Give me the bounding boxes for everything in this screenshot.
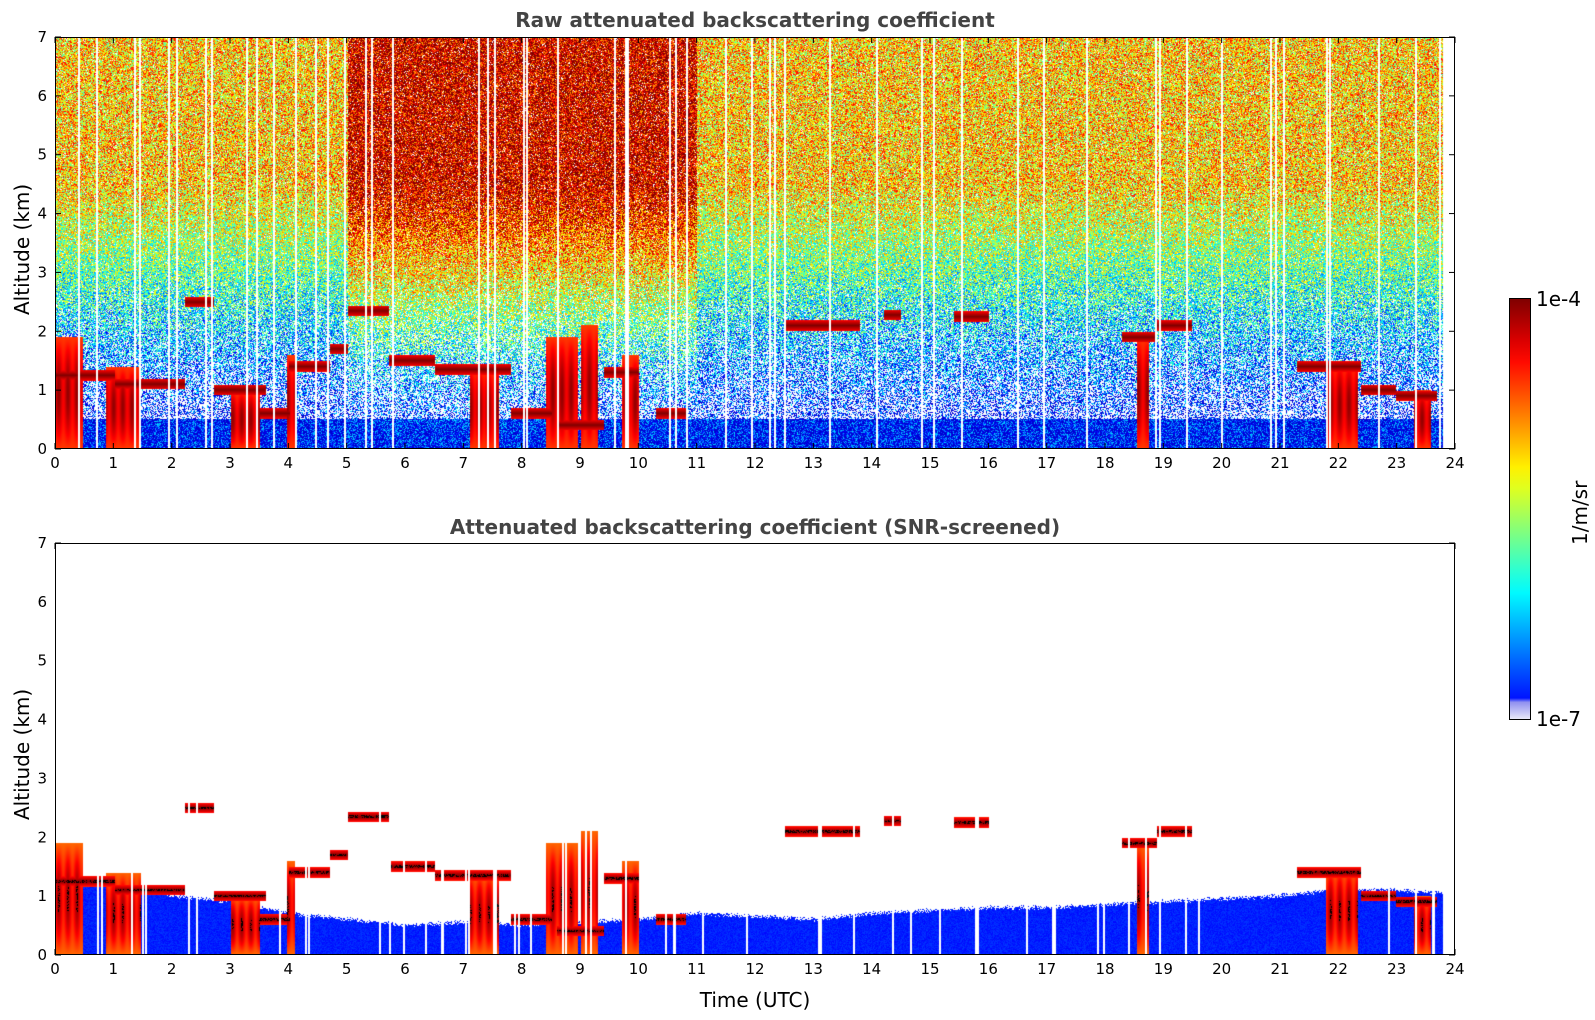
chart-1-x-tick-label: 15	[920, 454, 939, 472]
chart-2-x-tick-label: 21	[1270, 960, 1289, 978]
chart-2-y-tick-label: 6	[37, 593, 47, 611]
chart-2-x-tick-label: 12	[745, 960, 764, 978]
chart-1-y-tick-label: 7	[37, 28, 47, 46]
chart-2-x-tick-label: 10	[629, 960, 648, 978]
chart-2-x-tick-label: 3	[225, 960, 235, 978]
chart-2-x-tick-label: 17	[1037, 960, 1056, 978]
chart-1-x-tick-label: 13	[804, 454, 823, 472]
chart-1-x-tick-label: 24	[1445, 454, 1464, 472]
chart-2-x-tick-label: 19	[1154, 960, 1173, 978]
chart-2-x-tick-label: 15	[920, 960, 939, 978]
chart-1-x-tick-label: 1	[109, 454, 119, 472]
chart-1-x-tick-label: 20	[1212, 454, 1231, 472]
colorbar	[1509, 298, 1531, 720]
chart-1-x-tick-label: 8	[517, 454, 527, 472]
chart-1-x-tick-label: 14	[862, 454, 881, 472]
chart-1-y-tick-label: 5	[37, 146, 47, 164]
chart-2-heatmap	[56, 544, 1454, 954]
chart-2-ylabel: Altitude (km)	[10, 688, 34, 820]
chart-1-x-tick-label: 6	[400, 454, 410, 472]
chart-1-x-tick-label: 3	[225, 454, 235, 472]
chart-2-x-tick-label: 23	[1387, 960, 1406, 978]
chart-1-x-tick-label: 4	[284, 454, 294, 472]
chart-2-x-tick-label: 22	[1329, 960, 1348, 978]
chart-1-x-tick-label: 19	[1154, 454, 1173, 472]
chart-2-y-tick-label: 4	[37, 711, 47, 729]
colorbar-unit-label: 1/m/sr	[1568, 480, 1592, 545]
chart-2-x-tick-label: 4	[284, 960, 294, 978]
chart-2-title: Attenuated backscattering coefficient (S…	[449, 515, 1061, 539]
chart-1-title: Raw attenuated backscattering coefficien…	[515, 8, 995, 32]
chart-1-x-tick-label: 18	[1095, 454, 1114, 472]
chart-1-x-tick-label: 5	[342, 454, 352, 472]
chart-2-x-tick-label: 7	[459, 960, 469, 978]
chart-2-x-tick-label: 20	[1212, 960, 1231, 978]
chart-2-x-tick-label: 6	[400, 960, 410, 978]
colorbar-min-label: 1e-7	[1536, 707, 1581, 731]
chart-1-x-tick-label: 17	[1037, 454, 1056, 472]
chart-1-y-tick-label: 1	[37, 381, 47, 399]
chart-1-plot-area	[55, 37, 1455, 449]
chart-1-x-tick-label: 21	[1270, 454, 1289, 472]
chart-2-y-tick-label: 1	[37, 887, 47, 905]
chart-2-x-tick-label: 1	[109, 960, 119, 978]
chart-1-x-tick-label: 12	[745, 454, 764, 472]
chart-1-x-tick-label: 10	[629, 454, 648, 472]
chart-2-y-tick-label: 3	[37, 769, 47, 787]
chart-2-x-tick-label: 11	[687, 960, 706, 978]
chart-1-x-tick-label: 2	[167, 454, 177, 472]
chart-1-y-tick-label: 2	[37, 322, 47, 340]
chart-2-x-tick-label: 2	[167, 960, 177, 978]
chart-1-y-tick-label: 6	[37, 87, 47, 105]
chart-2-y-tick-label: 7	[37, 534, 47, 552]
chart-2-x-tick-label: 0	[50, 960, 60, 978]
chart-2-x-tick-label: 14	[862, 960, 881, 978]
chart-2-x-tick-label: 18	[1095, 960, 1114, 978]
chart-1-x-tick-label: 11	[687, 454, 706, 472]
chart-2-y-tick-label: 0	[37, 946, 47, 964]
chart-2-x-tick-label: 8	[517, 960, 527, 978]
chart-1-y-tick-label: 0	[37, 440, 47, 458]
chart-2-x-tick-label: 5	[342, 960, 352, 978]
chart-1-x-tick-label: 0	[50, 454, 60, 472]
chart-2-plot-area	[55, 543, 1455, 955]
chart-1-x-tick-label: 9	[575, 454, 585, 472]
colorbar-max-label: 1e-4	[1536, 287, 1581, 311]
chart-2-x-tick-label: 16	[979, 960, 998, 978]
chart-1-heatmap	[56, 38, 1454, 448]
chart-1-x-tick-label: 22	[1329, 454, 1348, 472]
chart-1-y-tick-label: 3	[37, 263, 47, 281]
chart-2-y-tick-label: 2	[37, 828, 47, 846]
chart-1-y-tick-label: 4	[37, 205, 47, 223]
chart-1-x-tick-label: 7	[459, 454, 469, 472]
chart-1-x-tick-label: 23	[1387, 454, 1406, 472]
chart-2-x-tick-label: 24	[1445, 960, 1464, 978]
chart-1-x-tick-label: 16	[979, 454, 998, 472]
chart-1-ylabel: Altitude (km)	[10, 183, 34, 315]
chart-2-x-tick-label: 9	[575, 960, 585, 978]
chart-2-y-tick-label: 5	[37, 652, 47, 670]
chart-2-x-tick-label: 13	[804, 960, 823, 978]
chart-2-xlabel: Time (UTC)	[699, 988, 811, 1012]
